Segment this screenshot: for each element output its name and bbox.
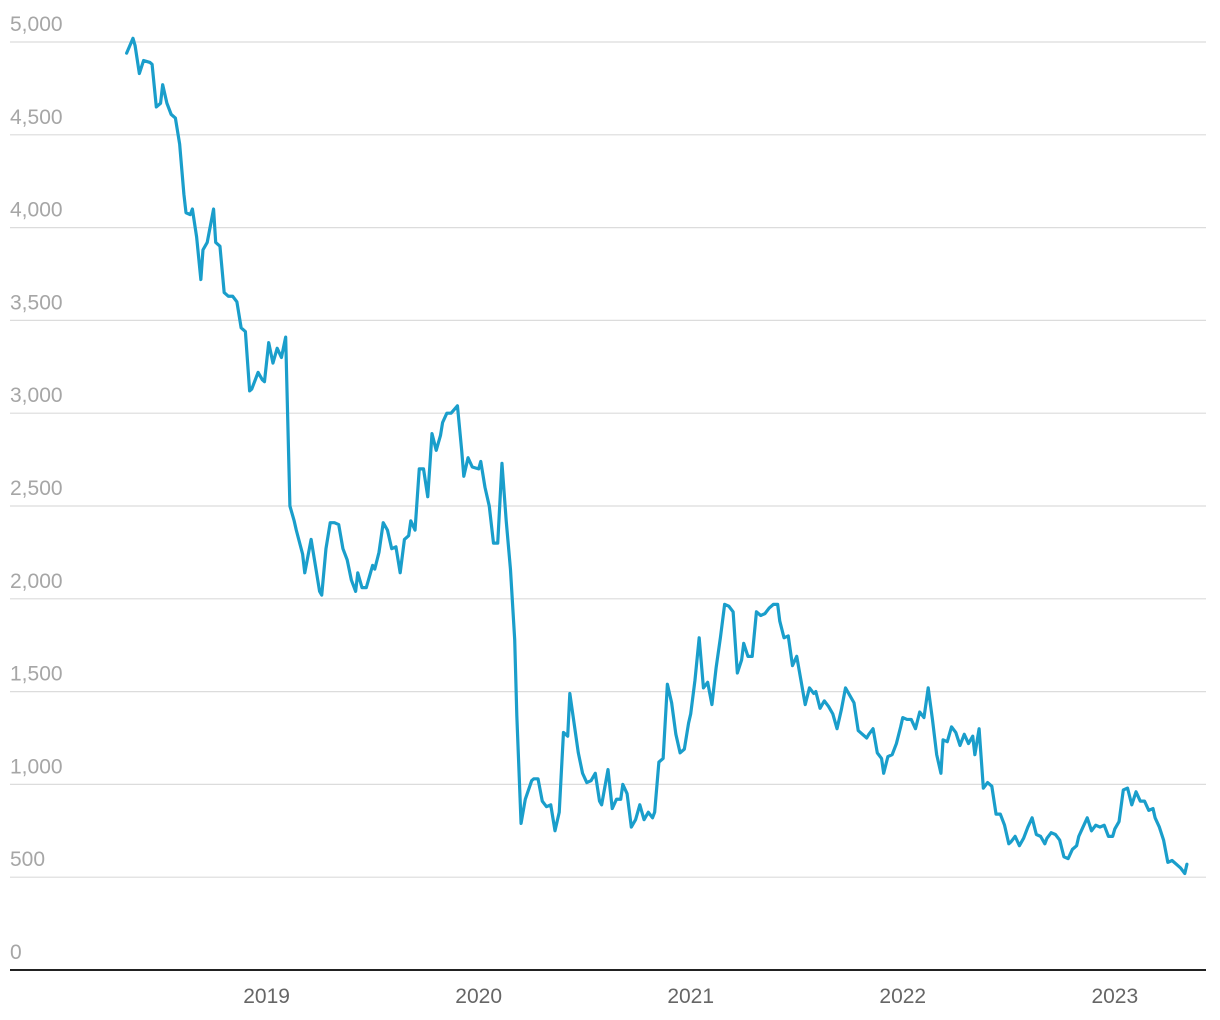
x-tick-label: 2019 <box>243 985 290 1008</box>
y-tick-label: 3,000 <box>10 384 63 407</box>
y-tick-label: 2,500 <box>10 477 63 500</box>
y-tick-label: 4,500 <box>10 106 63 129</box>
x-tick-label: 2021 <box>667 985 714 1008</box>
data-line <box>125 36 1189 876</box>
y-tick-label: 0 <box>10 941 22 964</box>
y-tick-label: 1,500 <box>10 663 63 686</box>
y-tick-label: 5,000 <box>10 13 63 36</box>
y-tick-label: 1,000 <box>10 755 63 778</box>
y-tick-label: 4,000 <box>10 199 63 222</box>
y-tick-label: 3,500 <box>10 291 63 314</box>
x-tick-label: 2022 <box>879 985 926 1008</box>
y-tick-label: 500 <box>10 848 45 871</box>
x-tick-label: 2023 <box>1091 985 1138 1008</box>
y-tick-label: 2,000 <box>10 570 63 593</box>
x-tick-label: 2020 <box>455 985 502 1008</box>
